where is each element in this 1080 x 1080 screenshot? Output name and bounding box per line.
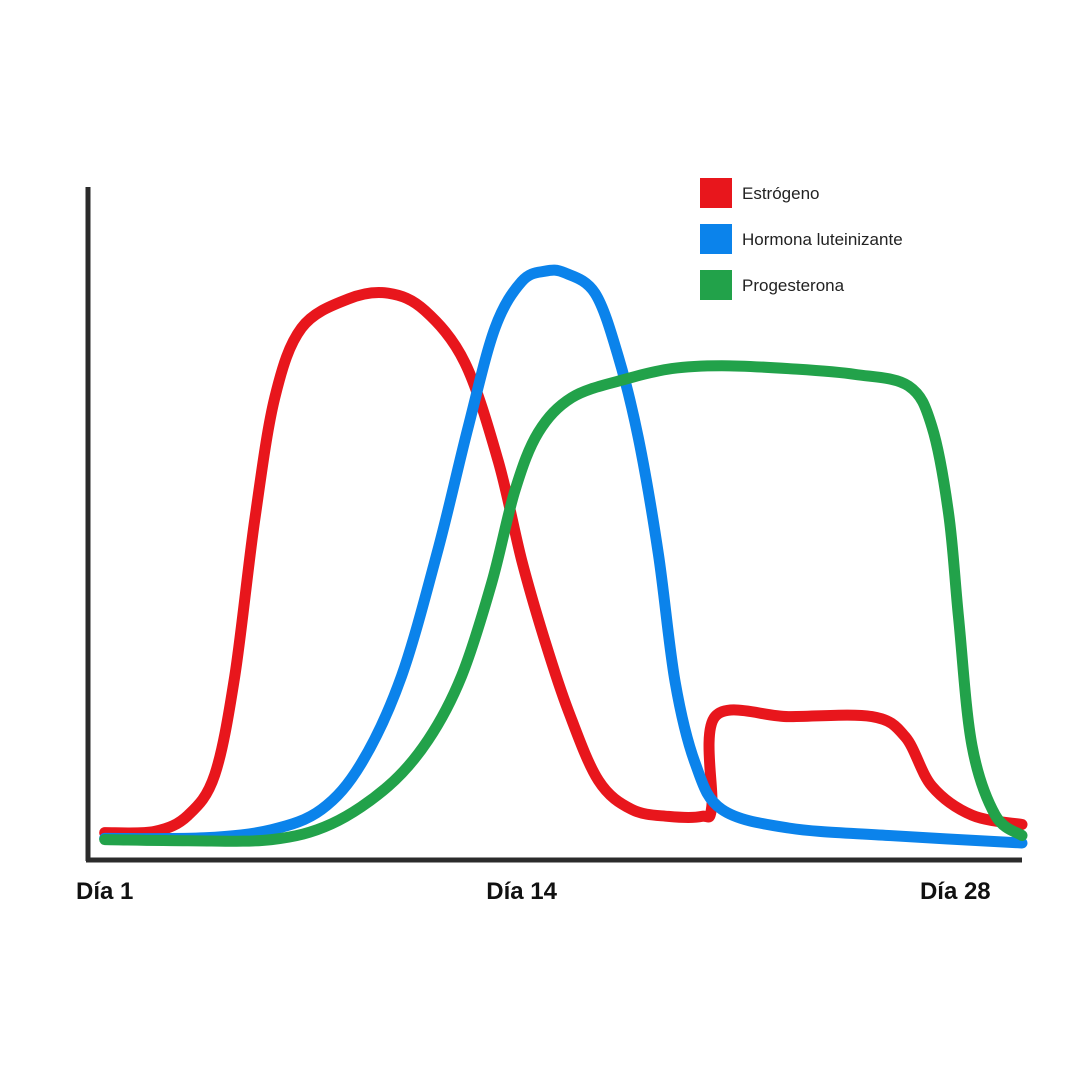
series-layer: [99, 264, 1028, 849]
series-line-hormona-luteinizante: [99, 264, 1028, 849]
legend-item-hormona-luteinizante: Hormona luteinizante: [700, 224, 903, 254]
x-tick-labels: Día 1 Día 14 Día 28: [76, 878, 991, 905]
series-line-progesterona: [99, 360, 1028, 847]
legend-swatch: [700, 178, 732, 208]
legend-label: Progesterona: [742, 276, 845, 295]
legend: Estrógeno Hormona luteinizante Progesteron…: [700, 178, 903, 300]
legend-item-progesterona: Progesterona: [700, 270, 845, 300]
legend-item-estrogeno: Estrógeno: [700, 178, 820, 208]
legend-swatch: [700, 224, 732, 254]
legend-swatch: [700, 270, 732, 300]
x-tick-label: Día 1: [76, 878, 133, 905]
legend-label: Hormona luteinizante: [742, 230, 903, 249]
legend-label: Estrógeno: [742, 184, 820, 203]
series-line-estrogeno: [99, 286, 1028, 839]
axes-layer: [85, 187, 1022, 863]
x-tick-label: Día 14: [486, 878, 557, 905]
x-tick-label: Día 28: [920, 878, 991, 905]
